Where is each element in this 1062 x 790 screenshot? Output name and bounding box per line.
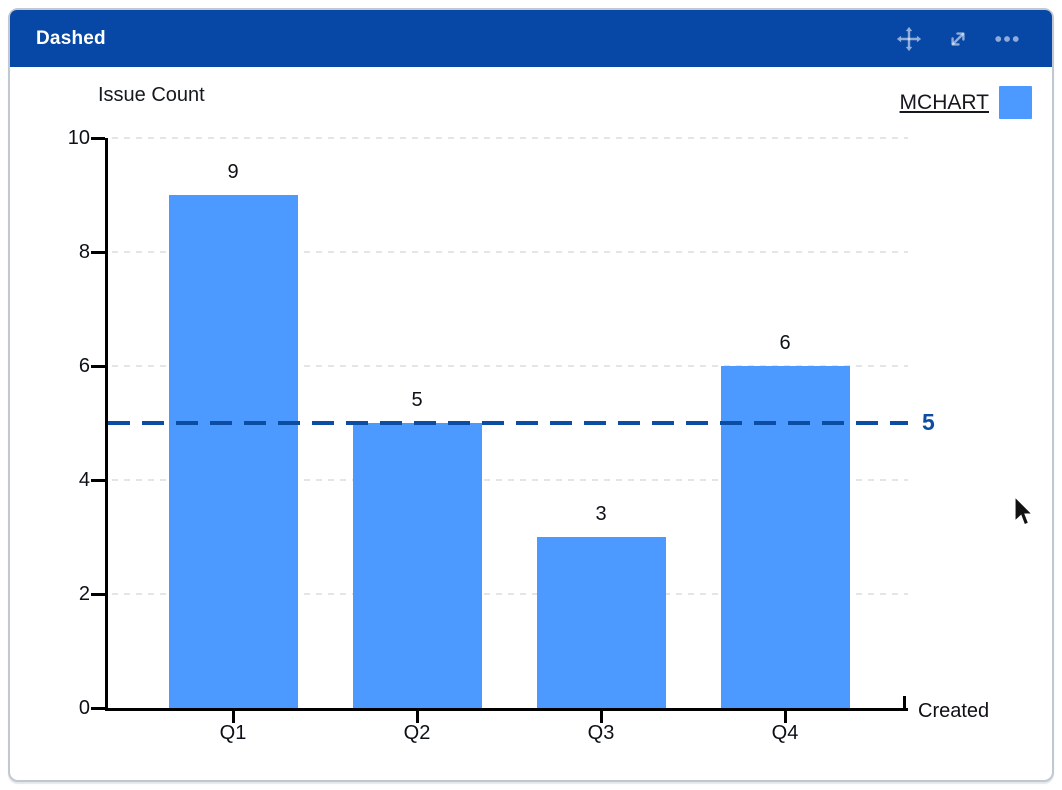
expand-icon[interactable] <box>943 24 973 54</box>
x-tick-mark <box>599 711 603 723</box>
gridline <box>112 137 908 139</box>
bar-value-label: 3 <box>595 503 607 525</box>
x-tick-label: Q2 <box>403 722 431 744</box>
more-options-icon[interactable] <box>992 24 1022 54</box>
y-tick-mark <box>91 706 105 710</box>
x-tick-label: Q1 <box>219 722 247 744</box>
reference-line-label: 5 <box>922 409 935 435</box>
gridline <box>112 365 908 367</box>
bar[interactable] <box>352 423 482 708</box>
y-tick-label: 10 <box>67 127 90 149</box>
y-tick-mark <box>91 136 105 140</box>
y-tick-mark <box>91 592 105 596</box>
bar[interactable] <box>720 366 850 708</box>
gadget-header-actions <box>894 24 1022 54</box>
bar-value-label: 5 <box>411 389 423 411</box>
reference-line <box>108 421 908 425</box>
x-axis-endcap <box>903 696 906 708</box>
gridline <box>112 593 908 595</box>
bar[interactable] <box>168 195 298 708</box>
x-tick-mark <box>231 711 235 723</box>
y-tick-mark <box>91 250 105 254</box>
x-tick-mark <box>783 711 787 723</box>
chart-gadget: Dashed <box>8 8 1054 782</box>
legend: MCHART <box>900 86 1032 119</box>
y-tick-label: 4 <box>78 469 90 491</box>
bar-value-label: 6 <box>779 332 791 354</box>
y-tick-label: 0 <box>78 697 90 719</box>
x-tick-mark <box>415 711 419 723</box>
legend-series-label[interactable]: MCHART <box>899 90 989 114</box>
x-axis-title: Created <box>918 700 990 722</box>
x-tick-label: Q4 <box>771 722 799 744</box>
x-tick-label: Q3 <box>587 722 615 744</box>
gridline <box>112 479 908 481</box>
y-tick-label: 8 <box>78 241 90 263</box>
bar-value-label: 9 <box>227 161 239 183</box>
gridline <box>112 251 908 253</box>
y-tick-mark <box>91 364 105 368</box>
gadget-header: Dashed <box>10 10 1052 67</box>
legend-color-swatch <box>999 86 1032 119</box>
y-tick-mark <box>91 478 105 482</box>
y-tick-label: 6 <box>78 355 90 377</box>
mouse-cursor <box>1014 496 1034 526</box>
y-tick-label: 2 <box>78 583 90 605</box>
bar[interactable] <box>536 537 666 708</box>
plot-area: 5 Created 0 2 4 6 8 10 9 Q1 5 Q2 3 Q3 6 Q4 <box>68 127 989 744</box>
y-axis-title: Issue Count <box>98 84 205 106</box>
move-icon[interactable] <box>894 24 924 54</box>
gadget-title: Dashed <box>36 27 106 49</box>
